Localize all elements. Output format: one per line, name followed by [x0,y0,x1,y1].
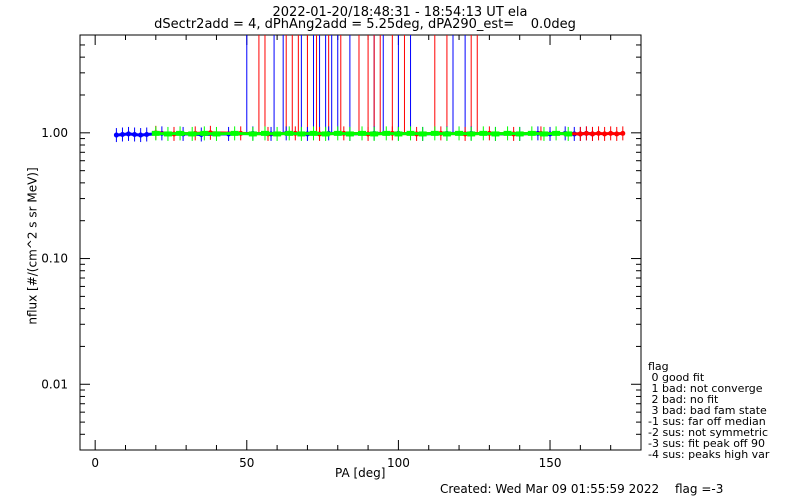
legend-entry: -2 sus: not symmetric [648,426,768,439]
chart-subtitle: dSectr2add = 4, dPhAng2add = 5.25deg, dP… [154,17,576,32]
legend-entry: 1 bad: not converge [648,382,763,395]
data-point [442,131,451,137]
data-point [430,130,439,136]
data-point [358,130,367,136]
data-point [163,131,172,137]
x-axis-label: PA [deg] [335,466,386,480]
data-point [527,130,536,136]
x-tick-label: 0 [91,456,99,470]
data-point [418,131,427,137]
plot-frame [79,34,642,451]
footer-created: Created: Wed Mar 09 01:55:59 2022 [440,482,660,496]
x-tick-label: 150 [539,456,562,470]
data-point [126,131,132,137]
data-point [345,131,354,137]
data-point [564,131,573,137]
data-point [620,130,626,136]
data-point [406,130,415,136]
data-point [455,130,464,136]
footer-flag: flag =-3 [675,482,724,496]
data-point [230,130,239,136]
data-point [321,131,330,137]
data-point [297,131,306,137]
legend-entry: 3 bad: bad fam state [648,404,767,417]
legend-title: flag [648,360,669,373]
data-point [176,130,185,136]
data-point [119,131,125,137]
data-point [467,131,476,137]
data-point [583,130,589,136]
data-point [188,131,197,137]
data-point [200,130,209,136]
data-point [382,130,391,136]
data-point [248,131,257,137]
data-point [596,130,602,136]
data-point [589,131,595,137]
legend-entry: -3 sus: fit peak off 90 [648,437,765,450]
chart-title: 2022-01-20/18:48:31 - 18:54:13 UT ela [272,5,528,20]
data-point [491,131,500,137]
data-point [577,131,583,137]
data-point [260,130,269,136]
series-line-2 [155,131,569,136]
data-point [614,131,620,137]
data-point [309,130,318,136]
data-point [212,131,221,137]
data-point [370,131,379,137]
y-tick-label: 0.10 [41,252,68,266]
y-axis-label: nflux [#/(cm^2 s sr MeV)] [25,167,40,325]
data-point [151,130,160,136]
data-point [479,130,488,136]
data-point [602,131,608,137]
data-point [394,131,403,137]
legend-entry: 0 good fit [648,371,705,384]
legend-entry: -1 sus: far off median [648,415,766,428]
data-point [273,131,282,137]
data-point [144,131,150,137]
data-point [333,130,342,136]
y-tick-label: 0.01 [41,377,68,391]
data-point [138,132,144,138]
legend-entry: 2 bad: no fit [648,393,719,406]
data-point [552,130,561,136]
y-tick-label: 1.00 [41,126,68,140]
x-tick-label: 100 [387,456,410,470]
legend-entry: -4 sus: peaks high var [648,448,770,461]
data-point [503,130,512,136]
data-point [608,130,614,136]
data-point [132,131,138,137]
data-point [285,130,294,136]
data-point [539,131,548,137]
data-point [515,131,524,137]
data-point [113,132,119,138]
chart-marks [113,35,626,143]
legend: flag 0 good fit 1 bad: not converge 2 ba… [648,361,769,460]
x-tick-label: 50 [239,456,254,470]
